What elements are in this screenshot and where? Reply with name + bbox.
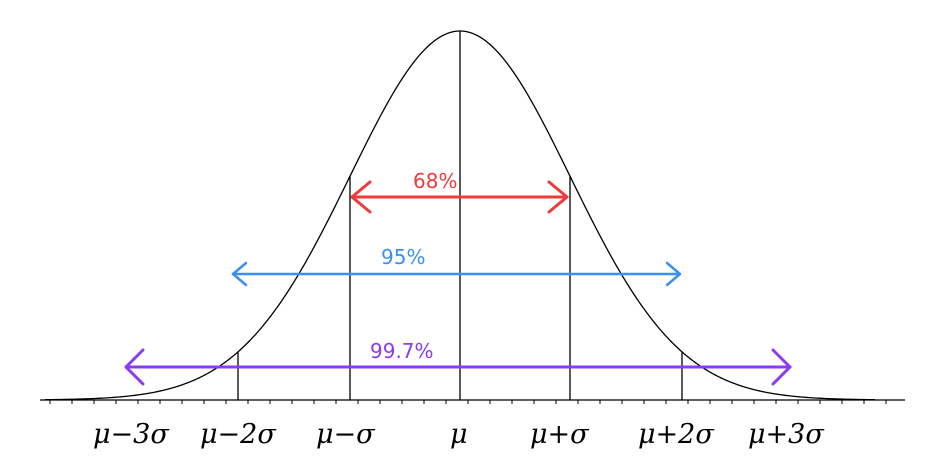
tick-label-mu-minus-3sigma: μ−3σ bbox=[93, 419, 170, 450]
axis-minor-ticks bbox=[49, 400, 887, 404]
range-99-7-arrow bbox=[124, 348, 792, 386]
range-95-arrow bbox=[231, 261, 682, 287]
range-68-label: 68% bbox=[413, 169, 457, 193]
range-68-arrow bbox=[350, 180, 569, 214]
tick-label-mu-minus-2sigma: μ−2σ bbox=[200, 419, 277, 450]
tick-label-mu: μ bbox=[450, 419, 468, 450]
tick-label-mu-plus-3sigma: μ+3σ bbox=[748, 419, 825, 450]
tick-label-mu-plus-2sigma: μ+2σ bbox=[638, 419, 715, 450]
range-95-label: 95% bbox=[381, 245, 425, 269]
range-99-7-label: 99.7% bbox=[370, 339, 434, 363]
tick-label-mu-minus-sigma: μ−σ bbox=[316, 419, 376, 450]
tick-label-mu-plus-sigma: μ+σ bbox=[530, 419, 590, 450]
